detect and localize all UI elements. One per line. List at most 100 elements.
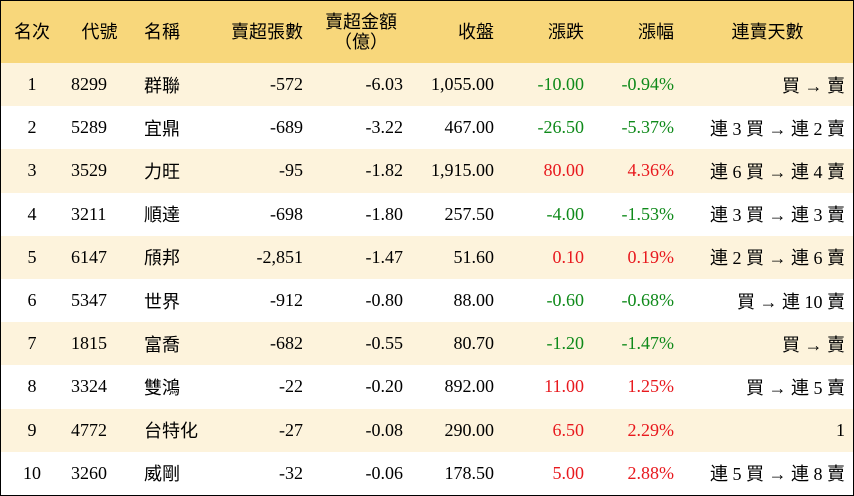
table-cell: -0.06 <box>365 462 404 483</box>
table-cell: 世界 <box>144 291 180 312</box>
table-cell: 連 3 買 → 連 3 賣 <box>710 205 845 226</box>
table-cell: 2 <box>27 117 37 138</box>
table-cell: 富喬 <box>144 334 180 355</box>
column-header: 賣超金額 （億） <box>325 12 397 52</box>
table-cell: 宜鼎 <box>144 118 180 139</box>
table-cell: 6147 <box>71 246 107 267</box>
column-header: 代號 <box>81 22 118 42</box>
table-cell: -0.94% <box>621 74 675 95</box>
table-cell: 力旺 <box>144 161 180 182</box>
table-cell: 順達 <box>144 205 180 226</box>
table-cell: -6.03 <box>365 74 404 95</box>
table-cell: 台特化 <box>144 421 198 442</box>
table-cell: -0.68% <box>621 290 675 311</box>
table-cell: -32 <box>279 462 303 483</box>
table-cell: -912 <box>270 290 303 311</box>
table-cell: 1815 <box>71 333 107 354</box>
table-cell: 頎邦 <box>144 248 180 269</box>
column-header: 名稱 <box>144 22 180 42</box>
table-cell: -2,851 <box>256 246 304 267</box>
table-cell: -689 <box>270 117 303 138</box>
table-cell: 6.50 <box>552 419 585 440</box>
table-cell: 4772 <box>71 419 107 440</box>
table-cell: -4.00 <box>546 203 585 224</box>
table-cell: 4 <box>27 203 37 224</box>
table-cell: 威剛 <box>144 464 180 485</box>
table-cell: 連 6 買 → 連 4 賣 <box>710 161 845 182</box>
table-cell: 51.60 <box>453 246 495 267</box>
table-cell: 6 <box>27 290 37 311</box>
table-cell: 257.50 <box>444 203 495 224</box>
table-cell: -0.60 <box>546 290 585 311</box>
table-cell: -3.22 <box>365 117 404 138</box>
table-cell: -27 <box>279 419 303 440</box>
table-cell: 5.00 <box>552 462 585 483</box>
table-cell: 5347 <box>71 290 107 311</box>
table-cell: 群聯 <box>144 75 180 96</box>
table-row: 7 1815 富喬 -682 -0.55 80.70 -1.20 -1.47% 買 → 賣 <box>1 322 853 366</box>
table-cell: 5289 <box>71 117 107 138</box>
table-cell: -0.80 <box>365 290 404 311</box>
table-cell: -22 <box>279 376 303 397</box>
table-row: 2 5289 宜鼎 -689 -3.22 467.00 -26.50 -5.37% 連 3 買 … <box>1 106 853 150</box>
table-cell: 連 5 買 → 連 8 賣 <box>710 464 845 485</box>
table-cell: -5.37% <box>621 117 675 138</box>
table-cell: 88.00 <box>453 290 495 311</box>
column-header: 漲跌 <box>548 22 584 42</box>
table-row: 4 3211 順達 -698 -1.80 257.50 -4.00 -1.53% 連 3 買 →… <box>1 192 853 236</box>
table-row: 10 3260 威剛 -32 -0.06 178.50 5.00 2.88% 連 5 買 → 連… <box>1 451 853 495</box>
table-cell: 892.00 <box>444 376 495 397</box>
table-cell: 8 <box>27 376 37 397</box>
table-cell: -1.47% <box>621 333 675 354</box>
table-cell: -1.82 <box>365 160 404 181</box>
table-cell: 5 <box>27 246 37 267</box>
header-row: 名次 代號 名稱 賣超張數 賣超金額 （億） 收盤 漲跌 漲幅 連賣天數 <box>1 1 853 63</box>
table-cell: -95 <box>279 160 303 181</box>
table-cell: 雙鴻 <box>144 377 180 398</box>
table-cell: 3529 <box>71 160 107 181</box>
column-header: 連賣天數 <box>731 22 804 42</box>
table-cell: -0.20 <box>365 376 404 397</box>
table-header: 名次 代號 名稱 賣超張數 賣超金額 （億） 收盤 漲跌 漲幅 連賣天數 <box>1 1 853 63</box>
table-cell: 1,915.00 <box>431 160 494 181</box>
table-row: 8 3324 雙鴻 -22 -0.20 892.00 11.00 1.25% 買 → 連 5 賣 <box>1 365 853 409</box>
table-cell: -10.00 <box>537 74 585 95</box>
table-cell: 連 3 買 → 連 2 賣 <box>710 118 845 139</box>
table-cell: -682 <box>270 333 303 354</box>
table-cell: 3260 <box>71 462 107 483</box>
table-cell: 178.50 <box>444 462 495 483</box>
table-cell: 10 <box>23 462 41 483</box>
table-cell: 3211 <box>71 203 107 224</box>
table-cell: 0.10 <box>552 246 585 267</box>
table-cell: -1.47 <box>365 246 404 267</box>
table-cell: -572 <box>270 74 303 95</box>
table-cell: 買 → 連 5 賣 <box>746 377 845 398</box>
table-cell: 1.25% <box>627 376 675 397</box>
table-row: 1 8299 群聯 -572 -6.03 1,055.00 -10.00 -0.94% 買 → … <box>1 63 853 107</box>
table-cell: 3 <box>27 160 37 181</box>
table-cell: 1 <box>27 74 37 95</box>
table-cell: 2.29% <box>627 419 675 440</box>
table-cell: -26.50 <box>537 117 585 138</box>
table-cell: 9 <box>27 419 37 440</box>
column-header: 漲幅 <box>638 22 674 42</box>
table-row: 6 5347 世界 -912 -0.80 88.00 -0.60 -0.68% 買 → 連 10… <box>1 278 853 323</box>
table-cell: -0.55 <box>365 333 404 354</box>
table-cell: 290.00 <box>444 419 495 440</box>
table-cell: -1.20 <box>546 333 585 354</box>
table-cell: 7 <box>27 333 37 354</box>
table-cell: 2.88% <box>627 462 675 483</box>
table-cell: 467.00 <box>444 117 495 138</box>
table-cell: -1.53% <box>621 203 675 224</box>
table-cell: -698 <box>270 203 303 224</box>
table-cell: 1,055.00 <box>431 74 494 95</box>
column-header: 名次 <box>14 22 50 42</box>
table-cell: 買 → 賣 <box>782 334 845 355</box>
table-row: 5 6147 頎邦 -2,851 -1.47 51.60 0.10 0.19% 連 2 買 → … <box>1 235 853 279</box>
table-cell: -0.08 <box>365 419 404 440</box>
table-cell: 0.19% <box>627 246 675 267</box>
table-cell: 80.00 <box>543 160 585 181</box>
table-cell: 3324 <box>71 376 107 397</box>
